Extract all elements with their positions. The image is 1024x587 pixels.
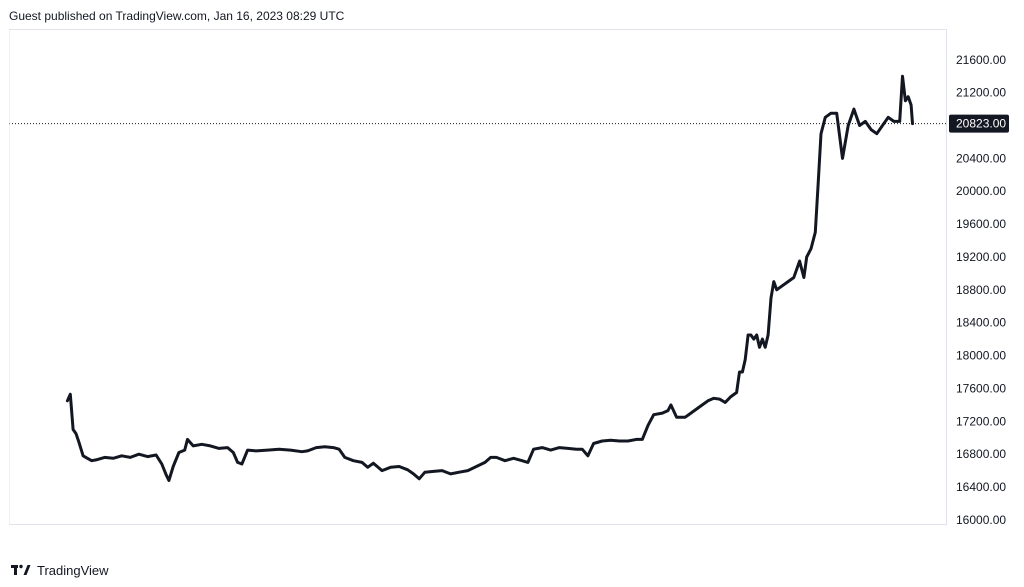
y-tick-label: 21200.00 — [956, 86, 1006, 100]
y-tick-label: 20000.00 — [956, 184, 1006, 198]
price-series-line[interactable] — [65, 74, 914, 482]
y-tick-label: 16000.00 — [956, 513, 1006, 525]
last-price-badge: 20823.00 — [949, 114, 1009, 133]
y-tick-label: 21600.00 — [956, 53, 1006, 67]
y-tick-label: 18000.00 — [956, 349, 1006, 363]
last-price-label: 20823.00 — [956, 117, 1006, 131]
tradingview-brand-label[interactable]: TradingView — [37, 562, 109, 578]
y-tick-label: 19200.00 — [956, 250, 1006, 264]
y-tick-label: 18400.00 — [956, 316, 1006, 330]
y-tick-label: 19600.00 — [956, 217, 1006, 231]
price-line-chart[interactable]: 16000.00 16400.00 16800.00 17200.00 17600.00… — [9, 29, 1015, 525]
y-tick-label: 18800.00 — [956, 283, 1006, 297]
y-tick-label: 16400.00 — [956, 480, 1006, 494]
plot-area[interactable] — [9, 74, 946, 482]
y-tick-label: 16800.00 — [956, 447, 1006, 461]
y-tick-label: 17200.00 — [956, 414, 1006, 428]
publisher-caption: Guest published on TradingView.com, Jan … — [9, 9, 345, 23]
axes: 16000.00 16400.00 16800.00 17200.00 17600.00… — [9, 29, 1009, 525]
last-price-badge-bg — [949, 114, 1009, 133]
footer-branding: TradingView — [11, 561, 109, 579]
y-tick-label: 20400.00 — [956, 151, 1006, 165]
y-tick-label: 17600.00 — [956, 381, 1006, 395]
tradingview-logo-icon[interactable] — [11, 564, 31, 576]
